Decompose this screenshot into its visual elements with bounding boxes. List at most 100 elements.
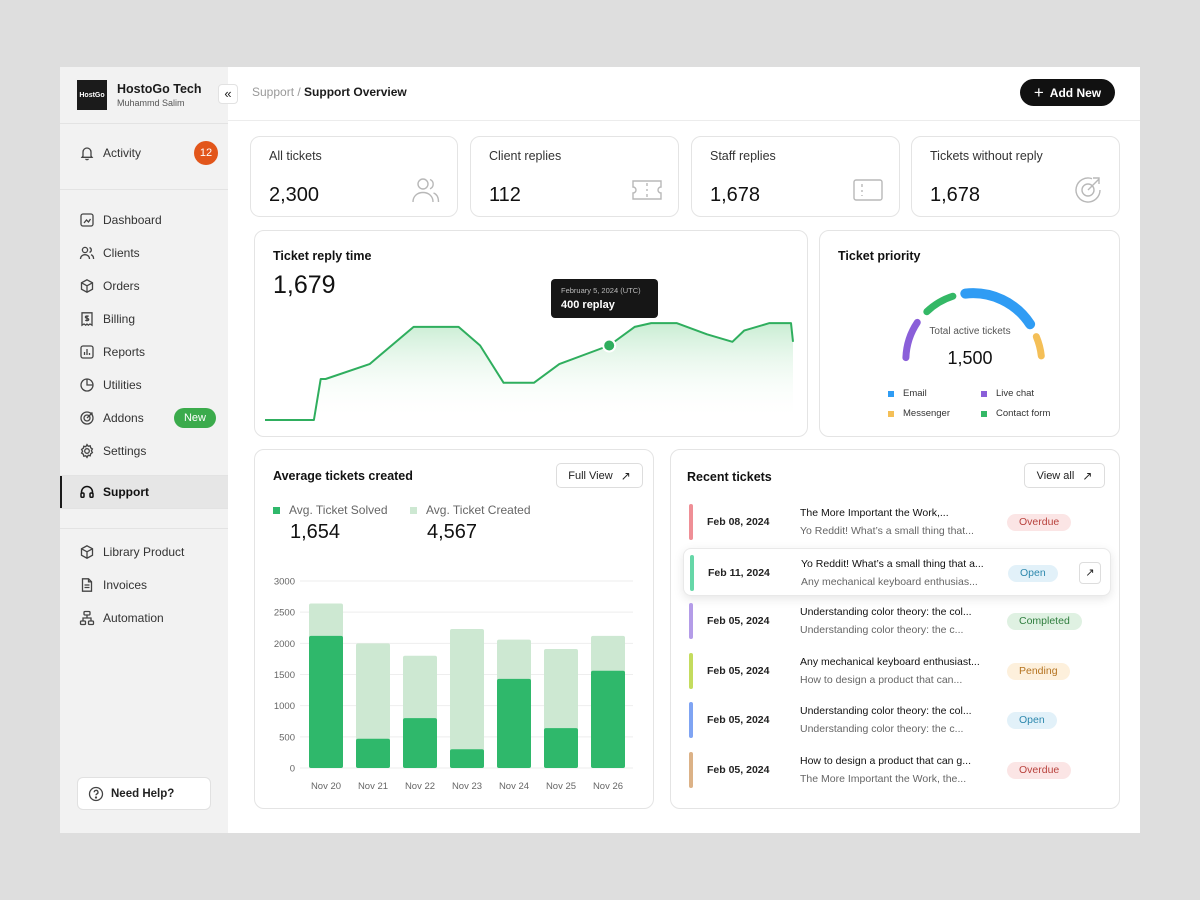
- ticket-status-badge: Open: [1007, 712, 1057, 729]
- ticket-date: Feb 05, 2024: [707, 664, 770, 677]
- sidebar-item-utilities[interactable]: Utilities: [60, 369, 228, 401]
- sidebar-item-support[interactable]: Support: [60, 476, 228, 508]
- view-all-label: View all: [1036, 469, 1075, 482]
- full-view-button[interactable]: Full View ↗: [556, 463, 643, 488]
- area-line: [265, 322, 794, 421]
- bar-solved[interactable]: [497, 678, 531, 768]
- y-tick-label: 1500: [274, 670, 295, 681]
- bar-solved[interactable]: [544, 728, 578, 768]
- sidebar-item-invoices[interactable]: Invoices: [60, 569, 228, 601]
- flow-icon: [79, 610, 95, 626]
- stat-card-tickets-without-reply[interactable]: Tickets without reply 1,678: [911, 136, 1120, 217]
- breadcrumb: Support / Support Overview: [252, 85, 407, 99]
- ticket-status-badge: Open: [1008, 564, 1058, 582]
- legend-messenger: Messenger: [888, 408, 950, 419]
- highlight-point[interactable]: [602, 338, 617, 353]
- ticket-row[interactable]: Feb 05, 2024 Any mechanical keyboard enth…: [683, 647, 1111, 695]
- need-help-button[interactable]: Need Help?: [77, 777, 211, 810]
- sidebar-item-dashboard[interactable]: Dashboard: [60, 204, 228, 236]
- bar-solved[interactable]: [403, 718, 437, 768]
- sidebar-item-automation[interactable]: Automation: [60, 602, 228, 634]
- collapse-sidebar-button[interactable]: «: [218, 84, 238, 104]
- stat-card-all-tickets[interactable]: All tickets 2,300: [250, 136, 458, 217]
- legend-label: Messenger: [903, 408, 950, 419]
- bar-solved[interactable]: [591, 670, 625, 768]
- refresh-icon: [1075, 177, 1101, 203]
- sidebar-item-billing[interactable]: Billing: [60, 303, 228, 335]
- ticket-row[interactable]: Feb 11, 2024 Yo Reddit! What’s a small th…: [683, 547, 1111, 596]
- reply-time-chart: [265, 322, 794, 421]
- dashboard-icon: [80, 213, 94, 227]
- ticket-row[interactable]: Feb 08, 2024 The More Important the Work,…: [683, 498, 1111, 546]
- bar-solved[interactable]: [356, 738, 390, 768]
- bar-created[interactable]: [450, 628, 484, 768]
- breadcrumb-current: Support Overview: [304, 85, 407, 99]
- sidebar-item-addons[interactable]: Addons New: [60, 402, 228, 434]
- open-ticket-icon[interactable]: ↗: [1079, 561, 1101, 584]
- ticket-color-bar: [689, 751, 693, 788]
- stat-card-staff-replies[interactable]: Staff replies 1,678: [691, 136, 900, 217]
- divider: [60, 508, 228, 509]
- gear-icon: [80, 443, 94, 459]
- divider: [60, 123, 228, 124]
- card-title: Recent tickets: [687, 470, 772, 484]
- view-all-button[interactable]: View all ↗: [1024, 463, 1105, 488]
- stat-value: 112: [489, 184, 521, 206]
- legend-email: Email: [888, 388, 927, 399]
- box-icon: [80, 279, 94, 293]
- bar-created[interactable]: [356, 643, 390, 768]
- need-help-label: Need Help?: [111, 787, 175, 800]
- legend-swatch: [981, 390, 987, 397]
- sidebar-item-orders[interactable]: Orders: [60, 270, 228, 302]
- ticket-row[interactable]: Feb 05, 2024 How to design a product that…: [683, 746, 1111, 794]
- y-tick-label: 2500: [274, 608, 295, 619]
- x-tick-label: Nov 26: [593, 781, 623, 792]
- sidebar-item-reports[interactable]: Reports: [60, 336, 228, 368]
- ticket-color-bar: [689, 702, 693, 738]
- ticket-snippet: Understanding color theory: the c...: [800, 624, 964, 636]
- tooltip-date: February 5, 2024 (UTC): [561, 286, 641, 295]
- sidebar-item-library-product[interactable]: Library Product: [60, 536, 228, 568]
- headset-icon: [80, 485, 94, 499]
- legend-label: Avg. Ticket Solved: [289, 503, 388, 517]
- ticket-snippet: Understanding color theory: the c...: [800, 723, 964, 735]
- brand[interactable]: HostGo HostoGo Tech Muhammd Salim: [77, 80, 202, 110]
- y-tick-label: 500: [279, 732, 295, 743]
- stat-title: Staff replies: [710, 149, 776, 163]
- sidebar-item-activity[interactable]: Activity 12: [60, 137, 228, 169]
- target-icon: [80, 411, 94, 425]
- arrow-up-right-icon: ↗: [620, 468, 631, 483]
- legend-solved: Avg. Ticket Solved: [273, 503, 388, 517]
- gauge-segment-live-chat: [902, 318, 921, 362]
- sidebar-item-label: Automation: [103, 611, 164, 625]
- gauge-center-label: Total active tickets: [929, 326, 1011, 337]
- card-title: Average tickets created: [273, 469, 413, 483]
- chart-tooltip: February 5, 2024 (UTC) 400 replay: [551, 279, 658, 318]
- sidebar-item-label: Support: [103, 485, 149, 499]
- chart-icon: [80, 345, 94, 359]
- ticket-row[interactable]: Feb 05, 2024 Understanding color theory: …: [683, 696, 1111, 744]
- sidebar-item-label: Clients: [103, 246, 140, 260]
- bar-solved[interactable]: [450, 749, 484, 768]
- legend-live-chat: Live chat: [981, 388, 1034, 399]
- y-tick-label: 0: [290, 764, 295, 775]
- ticket-title: Any mechanical keyboard enthusiast...: [800, 655, 980, 668]
- sidebar-item-settings[interactable]: Settings: [60, 435, 228, 467]
- new-badge: New: [174, 408, 216, 428]
- sidebar-item-clients[interactable]: Clients: [60, 237, 228, 269]
- ticket-title: Understanding color theory: the col...: [800, 705, 972, 717]
- sidebar-item-label: Activity: [103, 146, 142, 160]
- sidebar-item-label: Addons: [103, 411, 144, 425]
- users-icon: [79, 246, 95, 260]
- ticket-icon: [632, 180, 662, 200]
- bar-solved[interactable]: [309, 635, 343, 768]
- app-window: HostGo HostoGo Tech Muhammd Salim Activi…: [60, 67, 1140, 833]
- stat-card-client-replies[interactable]: Client replies 112: [470, 136, 679, 217]
- stat-value: 1,678: [930, 184, 981, 206]
- ticket-row[interactable]: Feb 05, 2024 Understanding color theory: …: [683, 597, 1111, 645]
- ticket-snippet: Any mechanical keyboard enthusias...: [801, 575, 978, 588]
- breadcrumb-parent[interactable]: Support: [252, 85, 295, 99]
- stat-value: 2,300: [269, 184, 320, 206]
- stat-value: 1,678: [710, 184, 761, 206]
- add-new-button[interactable]: + Add New: [1020, 79, 1115, 106]
